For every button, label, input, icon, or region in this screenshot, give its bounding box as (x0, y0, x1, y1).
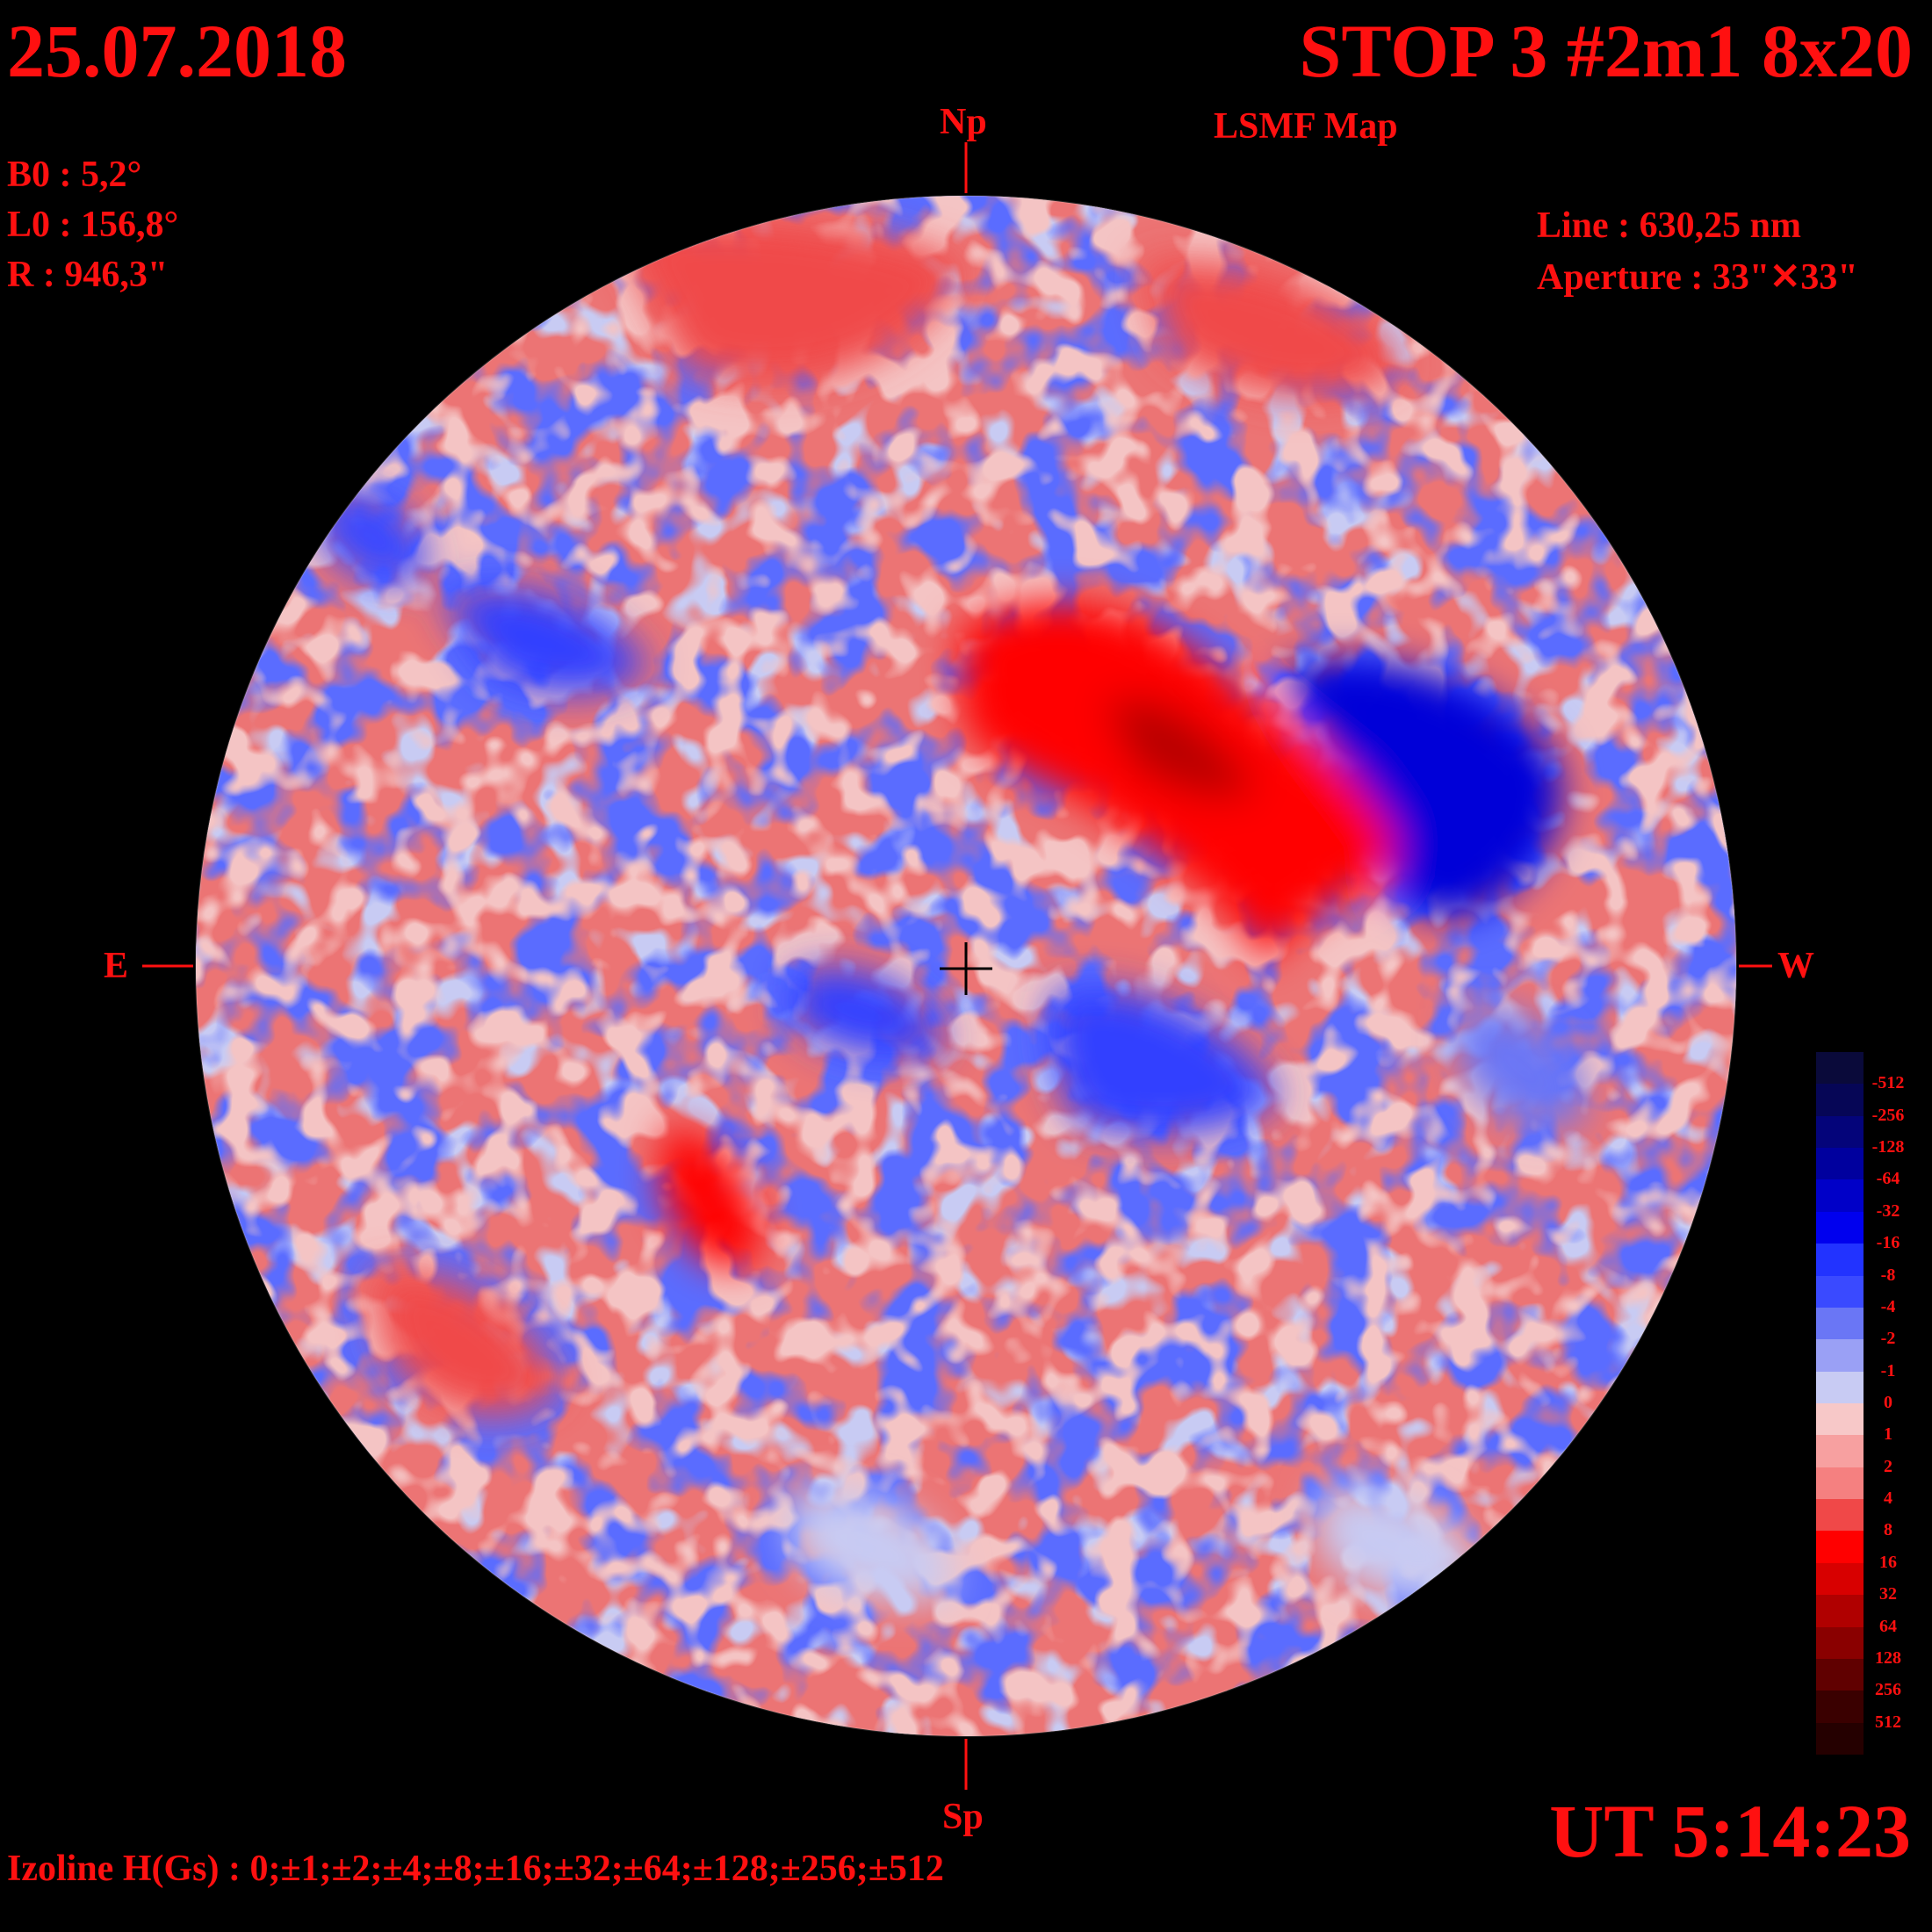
color-scale-cell (1816, 1148, 1864, 1180)
color-scale-label: -4 (1880, 1296, 1896, 1316)
color-scale-cell (1816, 1435, 1864, 1468)
color-scale-cell (1816, 1339, 1864, 1373)
color-scale-cell (1816, 1722, 1864, 1755)
color-scale-cell (1816, 1499, 1864, 1532)
color-scale-label: -32 (1876, 1200, 1900, 1221)
line-param: Line : 630,25 nm (1537, 205, 1802, 246)
color-scale-cell (1816, 1562, 1864, 1596)
map-title: STOP 3 #2m1 8x20 (1299, 9, 1913, 93)
color-scale-label: 32 (1879, 1584, 1897, 1604)
west-label: W (1777, 946, 1814, 986)
color-scale-cell (1816, 1531, 1864, 1564)
color-scale-cell (1816, 1371, 1864, 1404)
north-pole-label: Np (940, 102, 987, 142)
color-scale-label: -512 (1871, 1073, 1905, 1093)
map-subtitle: LSMF Map (1214, 106, 1398, 147)
center-crosshair-icon (940, 942, 992, 995)
color-scale-label: 512 (1875, 1712, 1901, 1732)
color-scale-cell (1816, 1467, 1864, 1500)
color-scale-cell (1816, 1690, 1864, 1724)
color-scale-cell (1816, 1595, 1864, 1628)
color-scale-label: -256 (1871, 1105, 1905, 1125)
color-scale-label: 0 (1884, 1393, 1892, 1412)
color-scale-label: -8 (1880, 1265, 1896, 1285)
color-scale-label: -64 (1876, 1169, 1900, 1189)
ut-time: UT 5:14:23 (1549, 1789, 1911, 1873)
color-scale-bar (1816, 1052, 1864, 1755)
observation-date: 25.07.2018 (7, 9, 347, 93)
south-pole-label: Sp (942, 1797, 984, 1837)
color-scale-label: -128 (1871, 1137, 1905, 1157)
color-scale-label: 64 (1879, 1616, 1897, 1636)
color-scale-label: -16 (1876, 1233, 1900, 1253)
color-scale-cell (1816, 1179, 1864, 1213)
east-label: E (104, 946, 129, 986)
color-scale-label: 1 (1884, 1424, 1892, 1445)
izoline-legend: Izoline H(Gs) : 0;±1;±2;±4;±8;±16;±32;±6… (7, 1849, 944, 1889)
color-scale-label: -2 (1880, 1329, 1896, 1349)
color-scale-cell (1816, 1052, 1864, 1085)
color-scale-label: 8 (1884, 1520, 1892, 1540)
color-scale-cell (1816, 1211, 1864, 1244)
l0-param: L0 : 156,8° (7, 205, 179, 245)
b0-param: B0 : 5,2° (7, 155, 142, 195)
color-scale-label: -1 (1880, 1360, 1896, 1381)
color-scale-label: 16 (1879, 1552, 1897, 1572)
aperture-param: Aperture : 33"✕33" (1537, 257, 1858, 298)
negative-active-region (1282, 659, 1561, 918)
color-scale-label: 128 (1875, 1647, 1901, 1668)
color-scale-cell (1816, 1244, 1864, 1277)
color-scale-label: 2 (1884, 1456, 1892, 1476)
color-scale-cell (1816, 1658, 1864, 1691)
color-scale-cell (1816, 1084, 1864, 1117)
color-scale-cell (1816, 1275, 1864, 1308)
color-scale-label: 4 (1884, 1489, 1892, 1509)
radius-param: R : 946,3" (7, 255, 169, 295)
color-scale-cell (1816, 1403, 1864, 1436)
color-scale-label: 256 (1875, 1680, 1901, 1700)
color-scale-cell (1816, 1307, 1864, 1340)
color-scale-cell (1816, 1626, 1864, 1660)
color-scale-cell (1816, 1115, 1864, 1149)
